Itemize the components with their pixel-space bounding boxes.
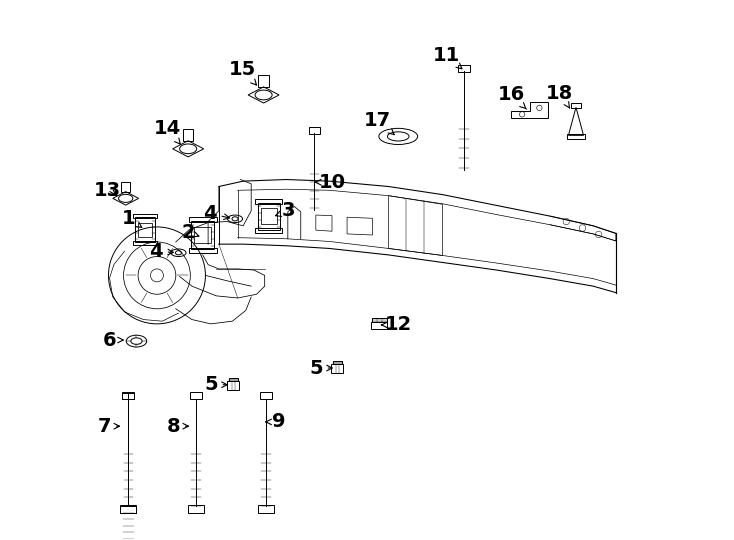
Text: 13: 13 — [94, 181, 121, 200]
Bar — [567, 134, 585, 139]
Bar — [133, 214, 157, 218]
Bar — [332, 364, 344, 373]
Text: 14: 14 — [154, 119, 181, 144]
Text: 5: 5 — [309, 359, 333, 377]
Text: 18: 18 — [546, 84, 573, 108]
Bar — [258, 505, 275, 514]
Text: 6: 6 — [103, 330, 123, 349]
Text: 17: 17 — [364, 111, 394, 134]
Bar — [229, 377, 238, 381]
Text: 9: 9 — [266, 413, 286, 431]
Bar — [121, 182, 130, 192]
Bar — [133, 241, 157, 245]
Text: 5: 5 — [204, 375, 228, 394]
Text: 12: 12 — [382, 315, 412, 334]
Bar — [135, 218, 156, 242]
Bar — [138, 222, 152, 237]
Bar — [189, 217, 217, 222]
Text: 1: 1 — [122, 210, 142, 228]
Bar — [189, 248, 217, 253]
Text: 4: 4 — [149, 241, 173, 261]
Text: 11: 11 — [433, 46, 462, 69]
Bar — [190, 392, 202, 399]
Text: 7: 7 — [98, 417, 120, 436]
Bar — [309, 127, 319, 134]
Bar — [123, 392, 134, 399]
Bar — [258, 75, 269, 87]
Bar — [188, 505, 204, 514]
Bar — [255, 199, 283, 204]
Bar — [333, 361, 342, 365]
Text: 2: 2 — [181, 223, 199, 242]
Text: 15: 15 — [228, 60, 256, 85]
Bar — [458, 65, 470, 72]
Bar — [195, 227, 211, 243]
Bar — [261, 392, 272, 399]
Bar — [120, 505, 137, 514]
Text: 3: 3 — [275, 201, 296, 220]
Bar — [228, 381, 239, 389]
Bar — [371, 322, 388, 329]
Text: 4: 4 — [203, 204, 230, 223]
Text: 16: 16 — [498, 85, 526, 109]
Bar — [570, 103, 581, 109]
Bar — [372, 318, 387, 322]
Bar — [258, 202, 280, 230]
Text: 10: 10 — [316, 173, 346, 192]
Bar — [191, 221, 214, 249]
Text: 8: 8 — [167, 417, 189, 436]
Bar — [261, 208, 277, 224]
Bar — [255, 228, 283, 233]
Bar — [120, 506, 137, 514]
Bar — [123, 393, 134, 399]
Bar — [183, 129, 193, 141]
